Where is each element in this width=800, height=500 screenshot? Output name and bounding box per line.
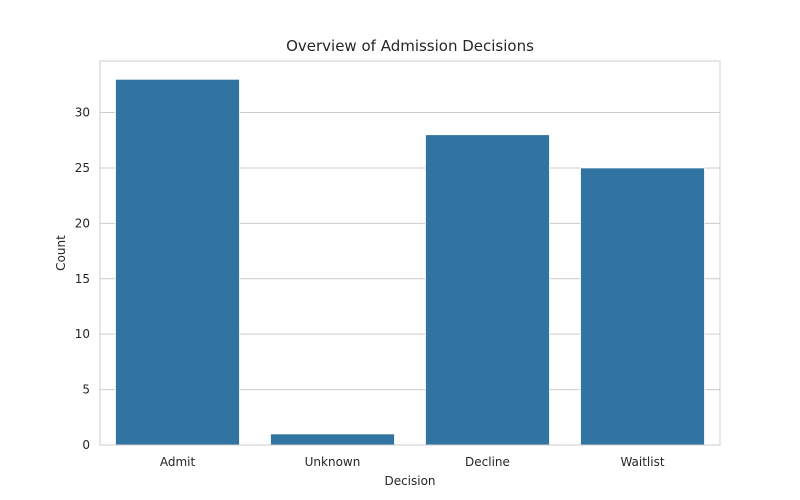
x-tick-label-decline: Decline bbox=[465, 455, 510, 469]
y-tick-label: 10 bbox=[75, 327, 90, 341]
bar-admit bbox=[115, 78, 240, 446]
y-tick-label: 20 bbox=[75, 216, 90, 230]
bar-decline bbox=[425, 134, 550, 446]
x-tick-label-admit: Admit bbox=[160, 455, 196, 469]
x-tick-labels: Admit Unknown Decline Waitlist bbox=[160, 455, 665, 469]
x-axis-label: Decision bbox=[384, 474, 435, 488]
y-tick-label: 25 bbox=[75, 161, 90, 175]
chart-title: Overview of Admission Decisions bbox=[286, 37, 534, 55]
y-tick-label: 5 bbox=[82, 383, 90, 397]
plot-frame bbox=[99, 60, 721, 446]
bar-unknown bbox=[270, 433, 395, 446]
y-tick-label: 15 bbox=[75, 272, 90, 286]
y-tick-label: 30 bbox=[75, 106, 90, 120]
x-tick-label-waitlist: Waitlist bbox=[620, 455, 664, 469]
bar-waitlist bbox=[580, 167, 705, 446]
bars bbox=[115, 78, 705, 446]
x-tick-label-unknown: Unknown bbox=[305, 455, 361, 469]
y-tick-labels: 0 5 10 15 20 25 30 bbox=[75, 106, 90, 452]
y-axis-label: Count bbox=[54, 235, 68, 271]
y-tick-label: 0 bbox=[82, 438, 90, 452]
